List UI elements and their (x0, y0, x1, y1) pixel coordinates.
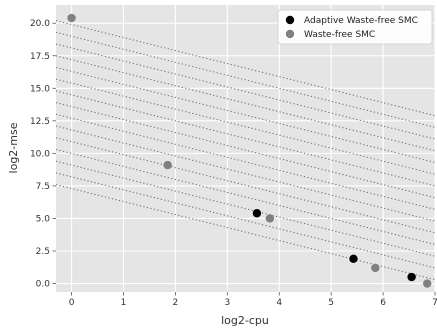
adaptive-point (407, 272, 416, 282)
y-tick-label: 5.0 (36, 214, 51, 224)
legend: Adaptive Waste-free SMC Waste-free SMC (277, 9, 433, 45)
reference-line (56, 90, 435, 187)
waste-free-point (423, 279, 432, 288)
y-tick-label: 17.5 (30, 52, 50, 62)
x-tick-label: 3 (224, 298, 230, 308)
y-tick-label: 15.0 (30, 84, 50, 94)
legend-entry: Adaptive Waste-free SMC (304, 16, 418, 26)
waste-free-point (163, 160, 172, 170)
adaptive-point (349, 254, 358, 264)
reference-line (56, 43, 435, 140)
reference-line (56, 137, 435, 234)
reference-lines (56, 20, 435, 281)
legend-entry: Waste-free SMC (304, 30, 375, 40)
legend-marker (285, 29, 295, 39)
x-tick-label: 1 (121, 298, 127, 308)
x-tick-label: 6 (380, 298, 386, 308)
reference-line (56, 148, 435, 246)
y-tick-label: 0.0 (36, 280, 51, 290)
x-tick-label: 7 (432, 298, 437, 308)
x-tick-label: 0 (69, 298, 75, 308)
x-axis-ticks: 0 1 2 3 4 5 6 7 (69, 292, 437, 308)
reference-line (56, 160, 435, 257)
y-tick-label: 12.5 (30, 117, 50, 127)
x-tick-label: 5 (328, 298, 334, 308)
reference-line (56, 184, 435, 281)
grid-lines (56, 5, 436, 292)
reference-line (56, 31, 435, 128)
legend-box (277, 9, 433, 45)
reference-line (56, 55, 435, 152)
plot-background (56, 5, 435, 292)
y-tick-label: 20.0 (30, 19, 50, 29)
reference-line (56, 78, 435, 175)
reference-line (56, 66, 435, 164)
reference-line (56, 102, 435, 199)
y-tick-label: 10.0 (30, 149, 50, 159)
reference-line (56, 172, 435, 269)
data-points (67, 13, 432, 288)
y-axis-ticks: 0.0 2.5 5.0 7.5 10.0 12.5 15.0 17.5 20.0 (30, 19, 56, 290)
reference-line (56, 20, 435, 117)
y-tick-label: 2.5 (36, 247, 50, 257)
waste-free-point (265, 214, 275, 223)
y-axis-label: log2-mse (7, 122, 20, 173)
adaptive-point (252, 209, 262, 218)
x-tick-label: 4 (276, 298, 282, 308)
waste-free-point (67, 13, 76, 23)
reference-line (56, 125, 435, 222)
reference-line (56, 113, 435, 210)
y-tick-label: 7.5 (36, 182, 50, 192)
waste-free-point (371, 263, 380, 273)
legend-marker (285, 15, 295, 25)
x-axis-label: log2-cpu (221, 314, 269, 327)
x-tick-label: 2 (173, 298, 179, 308)
